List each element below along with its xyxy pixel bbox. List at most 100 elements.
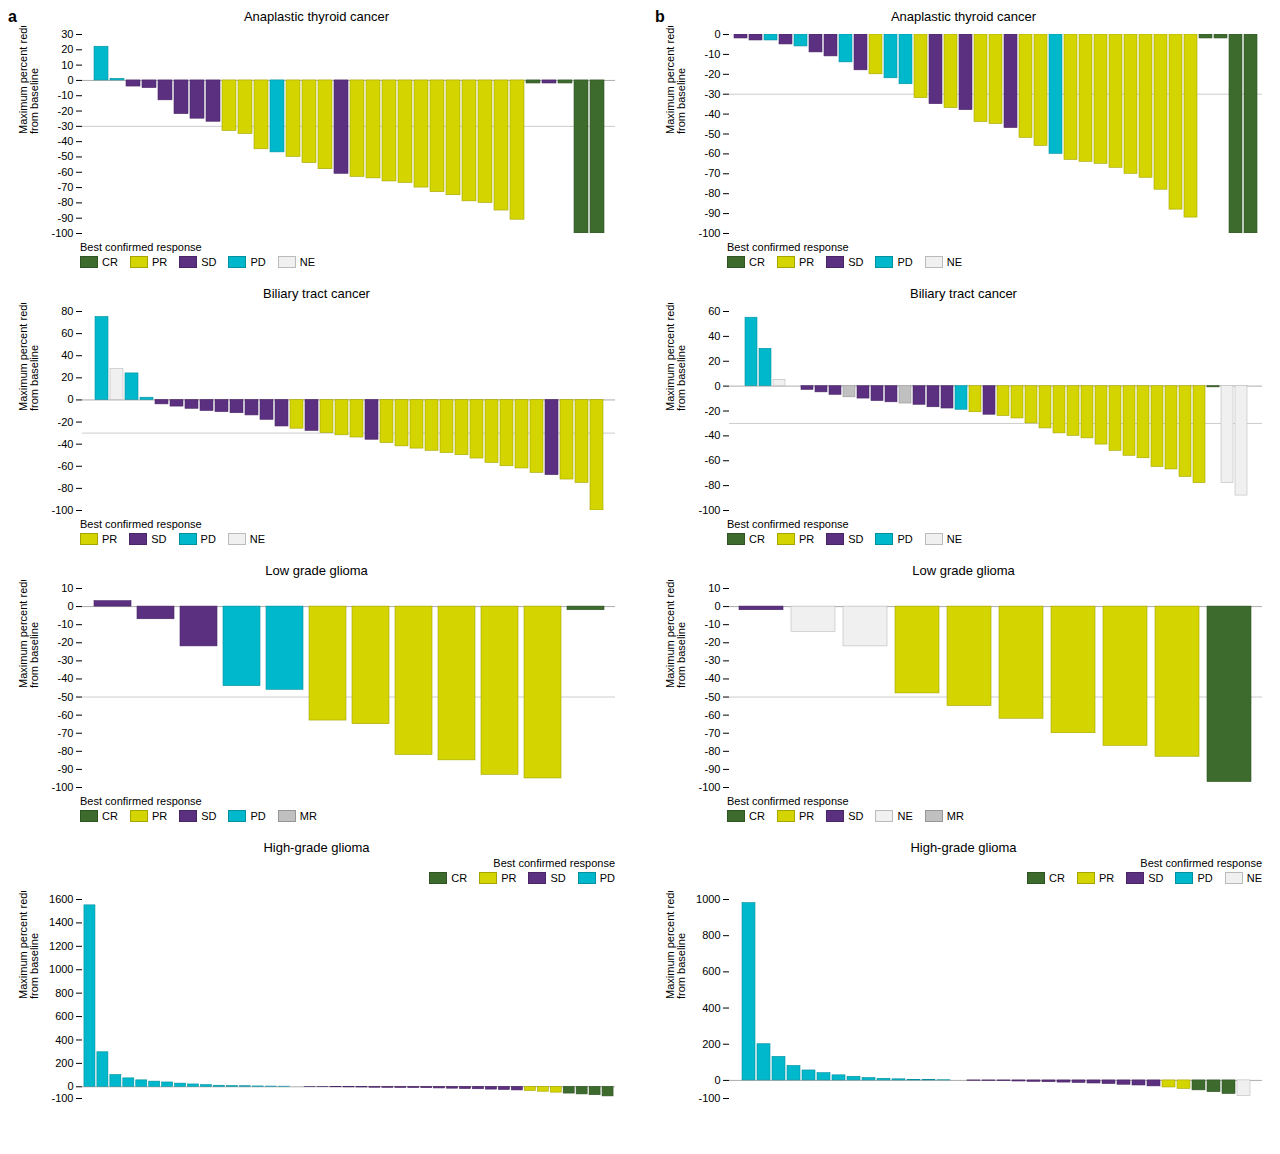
svg-text:-20: -20	[705, 68, 721, 80]
svg-text:-20: -20	[705, 636, 721, 648]
svg-text:200: 200	[55, 1057, 73, 1069]
svg-text:Maximum percent reductionfrom: Maximum percent reductionfrom baseline	[17, 26, 40, 134]
svg-text:-100: -100	[698, 504, 720, 516]
svg-text:-50: -50	[58, 691, 74, 703]
svg-text:-80: -80	[705, 479, 721, 491]
svg-text:800: 800	[55, 987, 73, 999]
svg-text:-40: -40	[705, 429, 721, 441]
svg-text:0: 0	[67, 74, 73, 86]
svg-text:-70: -70	[705, 727, 721, 739]
svg-text:-40: -40	[705, 108, 721, 120]
svg-text:600: 600	[702, 965, 720, 977]
svg-text:Maximum percent reductionfrom: Maximum percent reductionfrom baseline	[17, 891, 40, 999]
svg-text:-60: -60	[705, 454, 721, 466]
svg-text:0: 0	[67, 1080, 73, 1092]
html-text:High-grade glioma: High-grade glioma	[263, 840, 370, 855]
svg-text:0: 0	[714, 600, 720, 612]
svg-text:-40: -40	[58, 438, 74, 450]
svg-text:-80: -80	[58, 745, 74, 757]
svg-text:-100: -100	[698, 227, 720, 239]
svg-text:-40: -40	[705, 672, 721, 684]
svg-text:400: 400	[55, 1033, 73, 1045]
svg-text:-100: -100	[51, 227, 73, 239]
svg-text:-30: -30	[58, 654, 74, 666]
svg-text:0: 0	[714, 28, 720, 40]
svg-text:1000: 1000	[49, 963, 73, 975]
svg-text:-40: -40	[58, 135, 74, 147]
svg-text:-70: -70	[58, 727, 74, 739]
svg-text:-60: -60	[705, 147, 721, 159]
svg-text:-90: -90	[705, 207, 721, 219]
svg-text:-10: -10	[58, 89, 74, 101]
svg-text:20: 20	[61, 371, 73, 383]
svg-text:200: 200	[702, 1038, 720, 1050]
svg-text:-80: -80	[58, 196, 74, 208]
svg-text:-60: -60	[58, 166, 74, 178]
svg-text:-20: -20	[58, 416, 74, 428]
svg-text:60: 60	[61, 327, 73, 339]
svg-text:-20: -20	[58, 636, 74, 648]
svg-text:-10: -10	[705, 48, 721, 60]
svg-text:-100: -100	[698, 1092, 720, 1104]
svg-text:-70: -70	[58, 181, 74, 193]
svg-text:-80: -80	[705, 745, 721, 757]
html-text:Biliary tract cancer: Biliary tract cancer	[263, 286, 370, 301]
svg-text:-30: -30	[705, 654, 721, 666]
svg-text:60: 60	[708, 305, 720, 317]
svg-text:-80: -80	[58, 482, 74, 494]
svg-text:40: 40	[61, 349, 73, 361]
svg-text:-50: -50	[705, 128, 721, 140]
svg-text:-50: -50	[58, 150, 74, 162]
svg-text:10: 10	[61, 59, 73, 71]
svg-text:30: 30	[61, 28, 73, 40]
svg-text:1600: 1600	[49, 893, 73, 905]
svg-text:10: 10	[61, 582, 73, 594]
svg-text:-90: -90	[58, 212, 74, 224]
svg-text:-20: -20	[705, 405, 721, 417]
svg-text:80: 80	[61, 305, 73, 317]
svg-text:-30: -30	[705, 88, 721, 100]
html-text:Anaplastic thyroid cancer: Anaplastic thyroid cancer	[890, 9, 1037, 24]
svg-text:600: 600	[55, 1010, 73, 1022]
svg-text:-10: -10	[58, 618, 74, 630]
svg-text:20: 20	[61, 43, 73, 55]
svg-text:-90: -90	[58, 763, 74, 775]
svg-text:-80: -80	[705, 187, 721, 199]
svg-text:1000: 1000	[696, 893, 720, 905]
svg-text:-100: -100	[51, 1092, 73, 1104]
svg-text:0: 0	[67, 393, 73, 405]
svg-text:-100: -100	[51, 504, 73, 516]
svg-text:-70: -70	[705, 167, 721, 179]
html-text:Anaplastic thyroid cancer: Anaplastic thyroid cancer	[243, 9, 390, 24]
html-text:Biliary tract cancer: Biliary tract cancer	[910, 286, 1017, 301]
svg-text:40: 40	[708, 330, 720, 342]
svg-text:-60: -60	[58, 709, 74, 721]
svg-text:-90: -90	[705, 763, 721, 775]
svg-text:0: 0	[67, 600, 73, 612]
svg-text:-10: -10	[705, 618, 721, 630]
svg-text:10: 10	[708, 582, 720, 594]
svg-text:Maximum percent reductionfrom: Maximum percent reductionfrom baseline	[17, 303, 40, 411]
html-text:Low grade glioma: Low grade glioma	[265, 563, 368, 578]
svg-text:20: 20	[708, 355, 720, 367]
svg-text:400: 400	[702, 1002, 720, 1014]
svg-text:Maximum percent reductionfrom: Maximum percent reductionfrom baseline	[664, 891, 687, 999]
svg-text:0: 0	[714, 1074, 720, 1086]
svg-text:1200: 1200	[49, 940, 73, 952]
svg-text:Maximum percent reductionfrom: Maximum percent reductionfrom baseline	[664, 303, 687, 411]
svg-text:-60: -60	[58, 460, 74, 472]
svg-text:Maximum percent reductionfrom: Maximum percent reductionfrom baseline	[17, 580, 40, 688]
svg-text:-100: -100	[51, 781, 73, 793]
html-text:Low grade glioma: Low grade glioma	[912, 563, 1015, 578]
svg-text:0: 0	[714, 380, 720, 392]
svg-text:-60: -60	[705, 709, 721, 721]
svg-text:-40: -40	[58, 672, 74, 684]
svg-text:-30: -30	[58, 120, 74, 132]
svg-text:-50: -50	[705, 691, 721, 703]
svg-text:1400: 1400	[49, 916, 73, 928]
svg-text:Maximum percent reductionfrom: Maximum percent reductionfrom baseline	[664, 580, 687, 688]
svg-text:Maximum percent reductionfrom: Maximum percent reductionfrom baseline	[664, 26, 687, 134]
svg-text:800: 800	[702, 929, 720, 941]
svg-text:-100: -100	[698, 781, 720, 793]
svg-text:-20: -20	[58, 105, 74, 117]
